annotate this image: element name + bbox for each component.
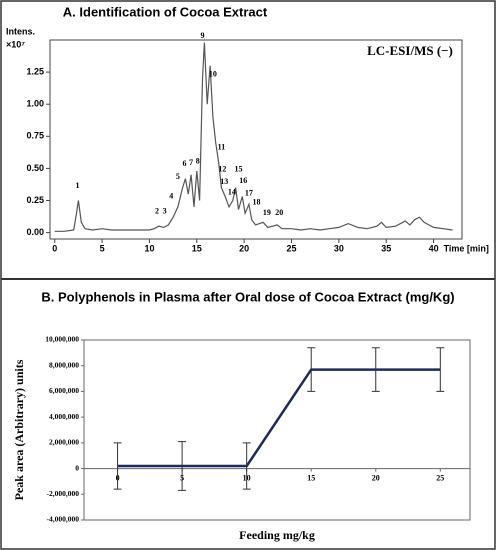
y-tick-label: -2,000,000: [47, 489, 80, 498]
x-tick-label: 25: [436, 473, 444, 482]
x-tick-label: 20: [372, 473, 380, 482]
x-tick-label: 40: [429, 243, 439, 253]
x-label: Time [min]: [444, 243, 489, 253]
x-tick-label: 0: [52, 243, 57, 253]
y-tick-label: 1.00: [26, 99, 44, 109]
peak-label: 19: [263, 208, 271, 217]
plot-frame: [83, 339, 471, 521]
error-bar: [307, 347, 316, 392]
peak-label: 20: [275, 208, 283, 217]
y-tick-label: 0.50: [26, 163, 44, 173]
annotation: LC-ESI/MS (−): [367, 43, 453, 58]
y-tick-label: 0: [75, 463, 79, 472]
peak-label: 8: [196, 157, 200, 166]
error-bar: [113, 442, 122, 490]
x-tick-label: 15: [192, 243, 202, 253]
y-tick-label: 1.25: [26, 66, 44, 76]
y-tick-label: 0.00: [26, 227, 44, 237]
x-tick-label: 5: [100, 243, 105, 253]
peak-label: 12: [218, 164, 226, 173]
y-scale-label: ×10⁷: [6, 39, 25, 49]
x-tick-label: 15: [307, 473, 315, 482]
y-tick-label: 10,000,000: [45, 335, 79, 344]
peak-label: 3: [163, 207, 167, 216]
x-tick-label: 30: [334, 243, 344, 253]
error-bar: [371, 347, 380, 392]
peak-label: 11: [218, 143, 226, 152]
y-tick-label: -4,000,000: [47, 515, 80, 524]
x-label: Feeding mg/kg: [239, 528, 315, 542]
x-tick-label: 20: [239, 243, 249, 253]
error-bar: [242, 442, 251, 490]
y-label: Intens.: [6, 26, 35, 36]
peak-label: 6: [182, 159, 186, 168]
peak-label: 10: [209, 69, 217, 78]
y-tick-label: 0.25: [26, 195, 44, 205]
error-bar: [178, 441, 187, 491]
y-tick-label: 0.75: [26, 131, 44, 141]
chromatogram-line: [54, 42, 453, 232]
y-tick-label: 8,000,000: [49, 360, 79, 369]
peak-label: 17: [245, 189, 253, 198]
peak-label: 5: [176, 172, 180, 181]
peak-label: 14: [228, 187, 236, 196]
error-bar: [436, 347, 445, 392]
peak-label: 16: [239, 176, 247, 185]
peak-label: 1: [75, 181, 79, 190]
peak-label: 13: [220, 177, 228, 186]
y-tick-label: 6,000,000: [49, 386, 79, 395]
y-tick-label: 4,000,000: [49, 412, 79, 421]
peak-label: 4: [169, 191, 173, 200]
x-tick-label: 10: [144, 243, 154, 253]
peak-label: 2: [155, 207, 159, 216]
y-tick-label: 2,000,000: [49, 438, 79, 447]
data-line: [117, 368, 441, 468]
x-tick-label: 35: [381, 243, 391, 253]
x-tick-label: 25: [287, 243, 297, 253]
peak-label: 15: [234, 164, 242, 173]
peak-label: 9: [200, 31, 204, 40]
y-label: Peak area (Arbitrary) units: [12, 359, 26, 500]
plot-frame: [49, 39, 463, 240]
peak-label: 7: [189, 158, 193, 167]
chart-title: B. Polyphenols in Plasma after Oral dose…: [41, 289, 454, 304]
peak-label: 18: [252, 198, 260, 207]
chart-title: A. Identification of Cocoa Extract: [63, 4, 268, 19]
